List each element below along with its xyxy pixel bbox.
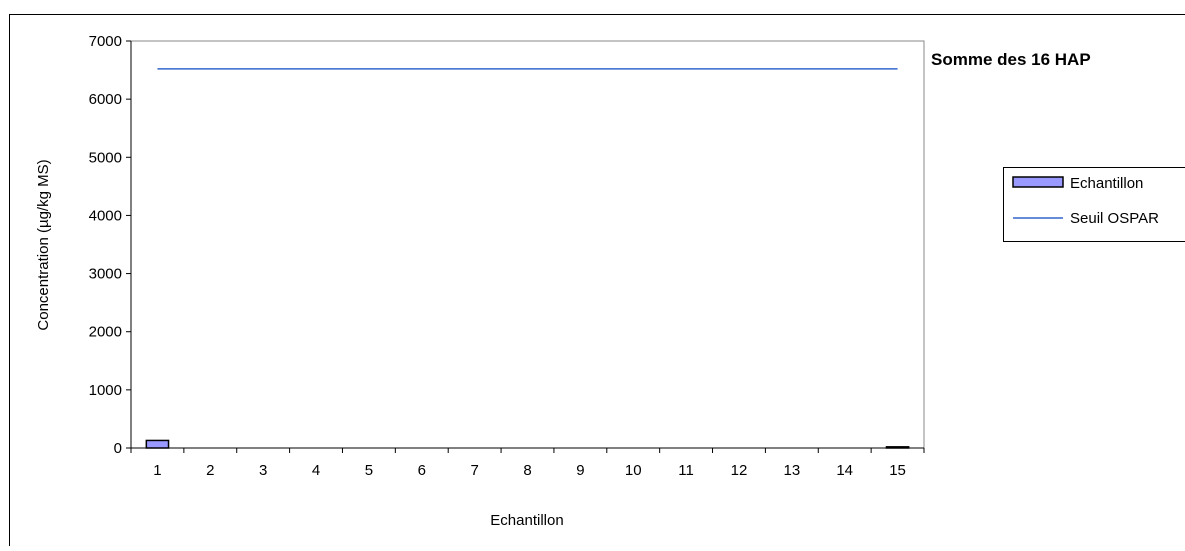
x-tick-label: 11 [678,462,694,479]
chart-title: Somme des 16 HAP [931,50,1091,69]
bar-echantillon-1 [146,440,168,448]
x-tick-label: 2 [206,462,214,479]
legend-label-bar: Echantillon [1070,175,1143,192]
y-tick-label: 3000 [89,266,122,283]
legend-swatch-bar [1013,177,1063,187]
y-tick-label: 7000 [89,33,122,50]
plot-area [131,41,924,448]
y-axis-label: Concentration (µg/kg MS) [35,159,52,330]
x-tick-label: 3 [259,462,267,479]
x-tick-label: 10 [625,462,642,479]
legend-label-line: Seuil OSPAR [1070,210,1159,227]
x-tick-label: 15 [889,462,906,479]
y-tick-label: 6000 [89,91,122,108]
y-tick-label: 0 [114,440,122,457]
x-tick-label: 7 [470,462,478,479]
x-tick-label: 6 [418,462,426,479]
legend: Echantillon Seuil OSPAR [1004,168,1185,242]
x-tick-label: 9 [576,462,584,479]
x-tick-label: 12 [731,462,748,479]
x-tick-label: 4 [312,462,320,479]
y-tick-label: 4000 [89,207,122,224]
x-tick-label: 14 [836,462,853,479]
y-tick-label: 1000 [89,382,122,399]
y-tick-label: 2000 [89,324,122,341]
x-tick-label: 5 [365,462,373,479]
x-axis-label: Echantillon [490,512,563,529]
x-tick-label: 13 [783,462,800,479]
x-tick-label: 8 [523,462,531,479]
y-tick-label: 5000 [89,149,122,166]
x-tick-label: 1 [153,462,161,479]
